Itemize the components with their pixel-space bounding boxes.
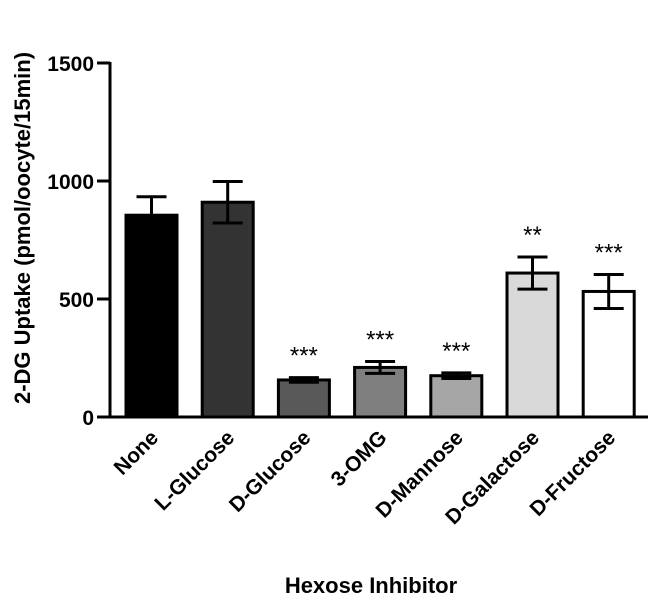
significance-label: *** <box>366 327 394 354</box>
bar-3-omg <box>353 365 408 419</box>
y-ticks-layer: 0 500 1000 1500 <box>47 53 110 430</box>
x-tick-label: D-Glucose <box>225 426 316 517</box>
error-bar <box>136 195 167 236</box>
bar-l-glucose <box>200 200 255 419</box>
bar-d-galactose <box>505 271 560 419</box>
axes-layer <box>108 62 648 419</box>
bar-d-glucose <box>276 378 331 419</box>
y-tick-label: 1500 <box>47 53 94 76</box>
error-bar <box>365 360 396 375</box>
significance-label: *** <box>595 239 623 266</box>
y-tick-label: 500 <box>59 289 94 312</box>
bars-layer <box>124 200 636 419</box>
bar-d-mannose <box>429 374 484 419</box>
x-tick-label: None <box>110 426 163 479</box>
error-bars-layer <box>136 179 624 384</box>
significance-layer: ****** ******** <box>290 222 623 370</box>
bar-d-fructose <box>581 289 636 419</box>
error-bar <box>593 272 624 310</box>
y-tick-label: 1000 <box>47 171 94 194</box>
error-bar <box>212 179 243 225</box>
y-tick-label: 0 <box>82 407 94 430</box>
significance-label: *** <box>442 338 470 365</box>
error-bar <box>517 255 548 291</box>
error-bar <box>441 371 472 381</box>
significance-label: ** <box>523 222 542 249</box>
error-bar <box>288 376 319 384</box>
x-axis-title: Hexose Inhibitor <box>285 573 458 598</box>
significance-label: *** <box>290 343 318 370</box>
y-axis-title: 2-DG Uptake (pmol/oocyte/15min) <box>10 52 35 404</box>
x-tick-label: 3-OMG <box>327 426 392 491</box>
bar-none <box>124 213 179 419</box>
